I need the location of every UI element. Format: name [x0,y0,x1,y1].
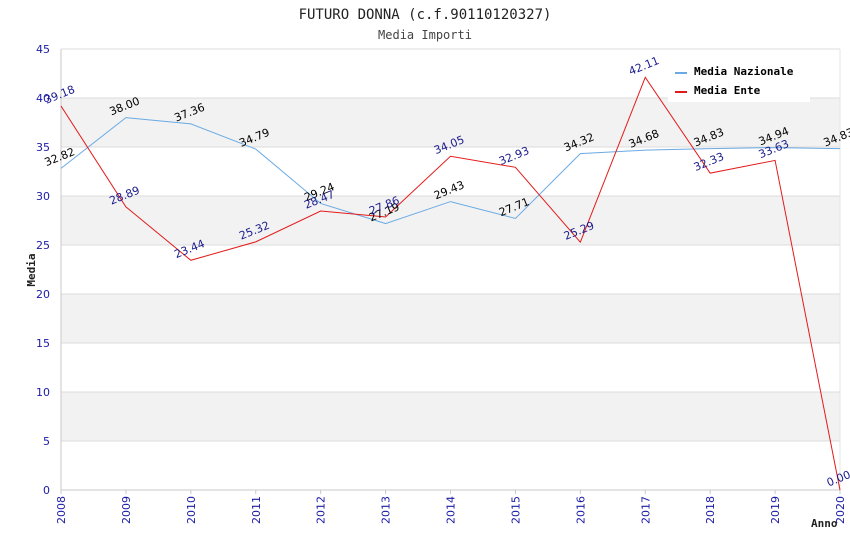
y-tick-label: 15 [36,337,50,350]
x-tick-label: 2011 [250,496,263,524]
grid-band [61,98,840,147]
legend-box [668,56,810,102]
y-axis-label: Media [25,253,38,286]
x-tick-label: 2020 [834,496,847,524]
x-tick-label: 2019 [769,496,782,524]
x-tick-label: 2016 [574,496,587,524]
grid-band [61,196,840,245]
grid-band [61,147,840,196]
x-tick-label: 2010 [185,496,198,524]
y-tick-label: 5 [43,435,50,448]
x-tick-label: 2017 [639,496,652,524]
grid-band [61,245,840,294]
y-tick-label: 20 [36,288,50,301]
legend: Media Nazionale Media Ente [668,56,810,102]
legend-label-media-nazionale: Media Nazionale [694,65,794,78]
x-tick-label: 2013 [380,496,393,524]
grid-band [61,294,840,343]
grid-band [61,343,840,392]
x-tick-labels: 2008 2009 2010 2011 2012 2013 2014 2015 2016 2017… [55,490,847,524]
series-line-media-ente [60,76,841,491]
series-lines [60,76,841,491]
y-tick-label: 45 [36,43,50,56]
y-tick-label: 35 [36,141,50,154]
grid-band [61,441,840,490]
x-tick-label: 2009 [120,496,133,524]
x-tick-label: 2018 [704,496,717,524]
grid-lines [61,48,840,491]
x-tick-label: 2015 [509,496,522,524]
x-tick-label: 2012 [315,496,328,524]
grid-bands [61,49,840,490]
y-tick-label: 10 [36,386,50,399]
legend-label-media-ente: Media Ente [694,84,761,97]
y-tick-label: 0 [43,484,50,497]
y-tick-label: 40 [36,92,50,105]
chart-title: FUTURO DONNA (c.f.90110120327) [299,7,552,23]
x-tick-label: 2014 [445,496,458,524]
y-tick-label: 30 [36,190,50,203]
series-line-media-nazionale [60,117,841,225]
chart-subtitle: Media Importi [378,28,472,42]
y-tick-label: 25 [36,239,50,252]
grid-band [61,392,840,441]
x-tick-label: 2008 [55,496,68,524]
x-axis-label: Anno [811,517,838,530]
y-tick-labels: 0 5 10 15 20 25 30 35 40 45 [36,43,50,497]
